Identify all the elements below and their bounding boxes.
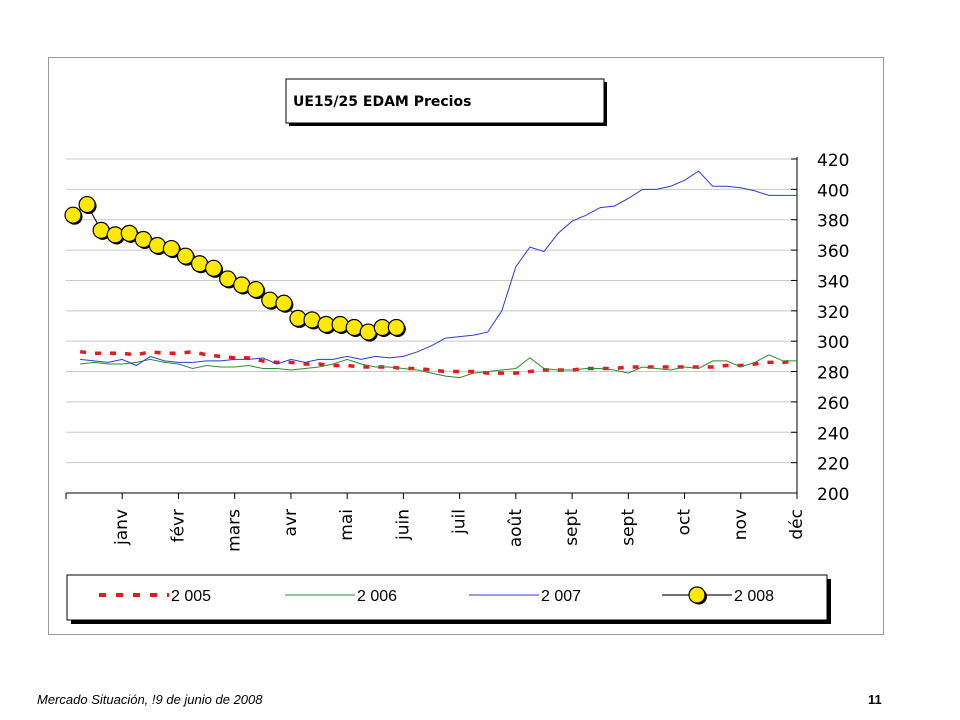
y-tick-label: 280 — [817, 364, 849, 384]
y-tick-label: 360 — [817, 242, 849, 262]
x-tick-label: nov — [731, 509, 751, 540]
y-tick-label: 340 — [817, 272, 849, 292]
y-tick-label: 200 — [817, 485, 849, 505]
y-tick-label: 300 — [817, 333, 849, 353]
x-tick-label: déc — [787, 509, 807, 540]
chart-title: UE15/25 EDAM Precios — [293, 94, 471, 110]
x-tick-label: sept — [618, 509, 638, 546]
data-point — [331, 315, 349, 334]
data-point — [148, 236, 166, 255]
data-point — [261, 291, 279, 309]
y-tick-label: 400 — [817, 181, 849, 201]
legend-label: 2 007 — [541, 588, 581, 605]
x-tick-label: mars — [225, 509, 245, 552]
data-point — [275, 294, 293, 312]
data-point — [205, 259, 223, 277]
chart-frame: UE15/25 EDAM Precios 200 220 240 260 280 300 3… — [48, 57, 884, 635]
data-point — [176, 247, 195, 265]
chart-title-box: UE15/25 EDAM Precios — [285, 78, 607, 126]
y-tick-label: 260 — [817, 394, 849, 414]
x-tick-label: août — [506, 509, 526, 548]
x-tick-label: avr — [281, 509, 301, 536]
y-tick-label: 320 — [817, 303, 849, 323]
data-point — [64, 206, 82, 224]
y-tick-label: 380 — [817, 212, 849, 232]
data-point — [247, 280, 265, 299]
series-line-2006 — [80, 354, 797, 379]
y-tick-label: 220 — [817, 455, 849, 475]
series-line-2008 — [72, 203, 397, 333]
series-line-2007 — [80, 170, 797, 367]
legend: 2 005 2 006 2 007 2 008 — [99, 586, 774, 605]
x-tick-label: juin — [393, 509, 413, 541]
x-tick-label: sept — [562, 509, 582, 546]
chart-svg: UE15/25 EDAM Precios 200 220 240 260 280 300 3… — [64, 78, 849, 624]
x-tick-label: mai — [337, 509, 357, 541]
y-tick-label: 420 — [817, 151, 849, 171]
legend-label: 2 008 — [734, 588, 774, 605]
page-number: 11 — [868, 692, 882, 707]
data-point — [162, 239, 181, 258]
series-line-2005 — [79, 350, 798, 375]
x-tick-label: févr — [168, 509, 188, 543]
x-tick-label: oct — [675, 509, 695, 536]
legend-box: 2 005 2 006 2 007 2 008 — [66, 574, 831, 624]
y-tick-label: 240 — [817, 424, 849, 444]
plot-area: 200 220 240 260 280 300 320 340 360 380 400 420 janv… — [64, 151, 849, 552]
legend-label: 2 005 — [171, 588, 211, 605]
legend-label: 2 006 — [357, 588, 397, 605]
data-point — [78, 195, 96, 214]
x-tick-label: juil — [450, 509, 470, 535]
footer-text: Mercado Situación, !9 de junio de 2008 — [37, 692, 263, 707]
legend-marker — [688, 586, 706, 604]
data-point — [387, 318, 405, 337]
x-tick-label: janv — [112, 509, 132, 546]
